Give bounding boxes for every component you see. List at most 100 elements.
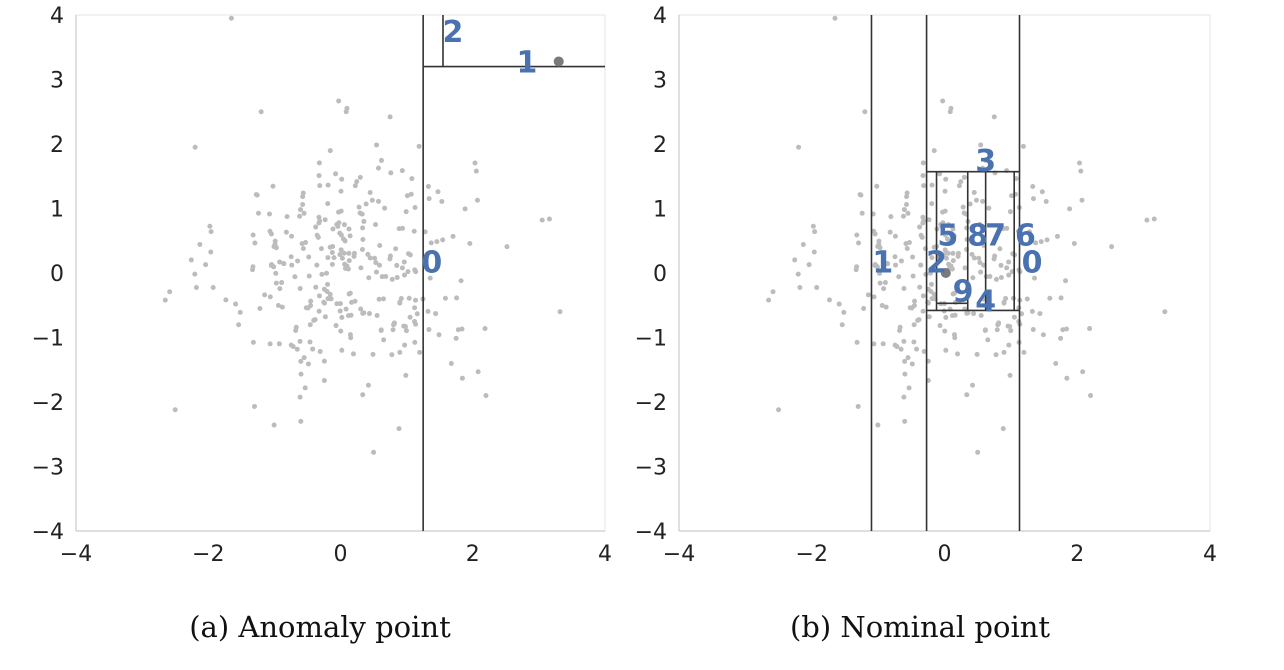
scatter-point (270, 183, 276, 189)
scatter-point (1058, 335, 1064, 341)
scatter-point (397, 349, 403, 355)
scatter-point (394, 275, 400, 281)
scatter-point (363, 201, 369, 207)
scatter-point (388, 170, 394, 176)
scatter-point (327, 148, 333, 154)
scatter-point (949, 266, 955, 272)
scatter-point (906, 240, 912, 246)
x-tick-label: −2 (192, 542, 224, 567)
scatter-point (404, 193, 410, 199)
scatter-point (909, 361, 915, 367)
scatter-point (961, 174, 967, 180)
y-tick-label: 2 (653, 133, 667, 158)
scatter-point (1032, 275, 1038, 281)
scatter-point (365, 251, 371, 257)
scatter-point (376, 296, 382, 302)
scatter-point (893, 262, 899, 268)
scatter-point (360, 236, 366, 242)
scatter-point (1001, 349, 1007, 355)
scatter-point (316, 293, 322, 299)
scatter-point (985, 337, 991, 343)
scatter-point (331, 255, 337, 261)
scatter-point (333, 323, 339, 329)
scatter-point (406, 295, 412, 301)
scatter-point (208, 249, 214, 255)
y-tick-label: −3 (635, 456, 667, 481)
scatter-point (403, 328, 409, 334)
scatter-point (292, 274, 298, 280)
scatter-point (338, 247, 344, 253)
split-label: 0 (421, 245, 442, 280)
scatter-point (378, 327, 384, 333)
scatter-point (483, 393, 489, 399)
y-tick-label: 3 (50, 69, 64, 94)
scatter-point (921, 348, 927, 354)
scatter-point (943, 347, 949, 353)
scatter-point (955, 253, 961, 259)
scatter-point (1044, 237, 1050, 243)
scatter-point (1004, 225, 1010, 231)
x-tick-label: 2 (1070, 542, 1084, 567)
scatter-point (258, 109, 264, 115)
split-label: 2 (442, 15, 463, 50)
scatter-point (414, 311, 420, 317)
y-tick-label: 1 (50, 198, 64, 223)
scatter-point (439, 198, 445, 204)
scatter-point (288, 254, 294, 260)
scatter-point (931, 148, 937, 154)
scatter-point (329, 261, 335, 267)
scatter-point (298, 358, 304, 364)
scatter-point (371, 449, 377, 455)
scatter-point (1040, 332, 1046, 338)
scatter-point (998, 262, 1004, 268)
split-label: 4 (975, 285, 996, 320)
scatter-point (377, 262, 383, 268)
y-tick-label: −1 (32, 327, 64, 352)
scatter-point (389, 352, 395, 358)
scatter-point (360, 225, 366, 231)
scatter-point (288, 342, 294, 348)
scatter-point (951, 290, 957, 296)
scatter-point (301, 355, 307, 361)
scatter-point (236, 322, 242, 328)
scatter-point (1078, 168, 1084, 174)
scatter-point (329, 249, 335, 255)
caption-anomaly: (a) Anomaly point (189, 610, 451, 644)
scatter-point (880, 341, 886, 347)
scatter-point (250, 339, 256, 345)
scatter-point (877, 280, 883, 286)
scatter-point (978, 269, 984, 275)
scatter-point (322, 217, 328, 223)
scatter-point (172, 407, 178, 413)
scatter-point (546, 216, 552, 222)
scatter-point (400, 225, 406, 231)
scatter-point (305, 361, 311, 367)
scatter-point (880, 259, 886, 265)
scatter-point (413, 297, 419, 303)
scatter-point (952, 312, 958, 318)
scatter-point (416, 143, 422, 149)
scatter-point (375, 198, 381, 204)
scatter-point (375, 165, 381, 171)
scatter-point (931, 244, 937, 250)
scatter-point (379, 274, 385, 280)
scatter-point (322, 314, 328, 320)
scatter-point (1060, 327, 1066, 333)
scatter-point (973, 197, 979, 203)
scatter-point (324, 270, 330, 276)
scatter-point (453, 335, 459, 341)
scatter-point (277, 259, 283, 265)
scatter-point (372, 255, 378, 261)
scatter-point (832, 15, 838, 21)
scatter-point (262, 292, 268, 298)
scatter-point (315, 234, 321, 240)
scatter-point (310, 346, 316, 352)
scatter-point (920, 293, 926, 299)
scatter-point (277, 286, 283, 292)
scatter-point (904, 246, 910, 252)
scatter-point (325, 201, 331, 207)
scatter-point (267, 228, 273, 234)
scatter-point (338, 232, 344, 238)
scatter-point (399, 168, 405, 174)
